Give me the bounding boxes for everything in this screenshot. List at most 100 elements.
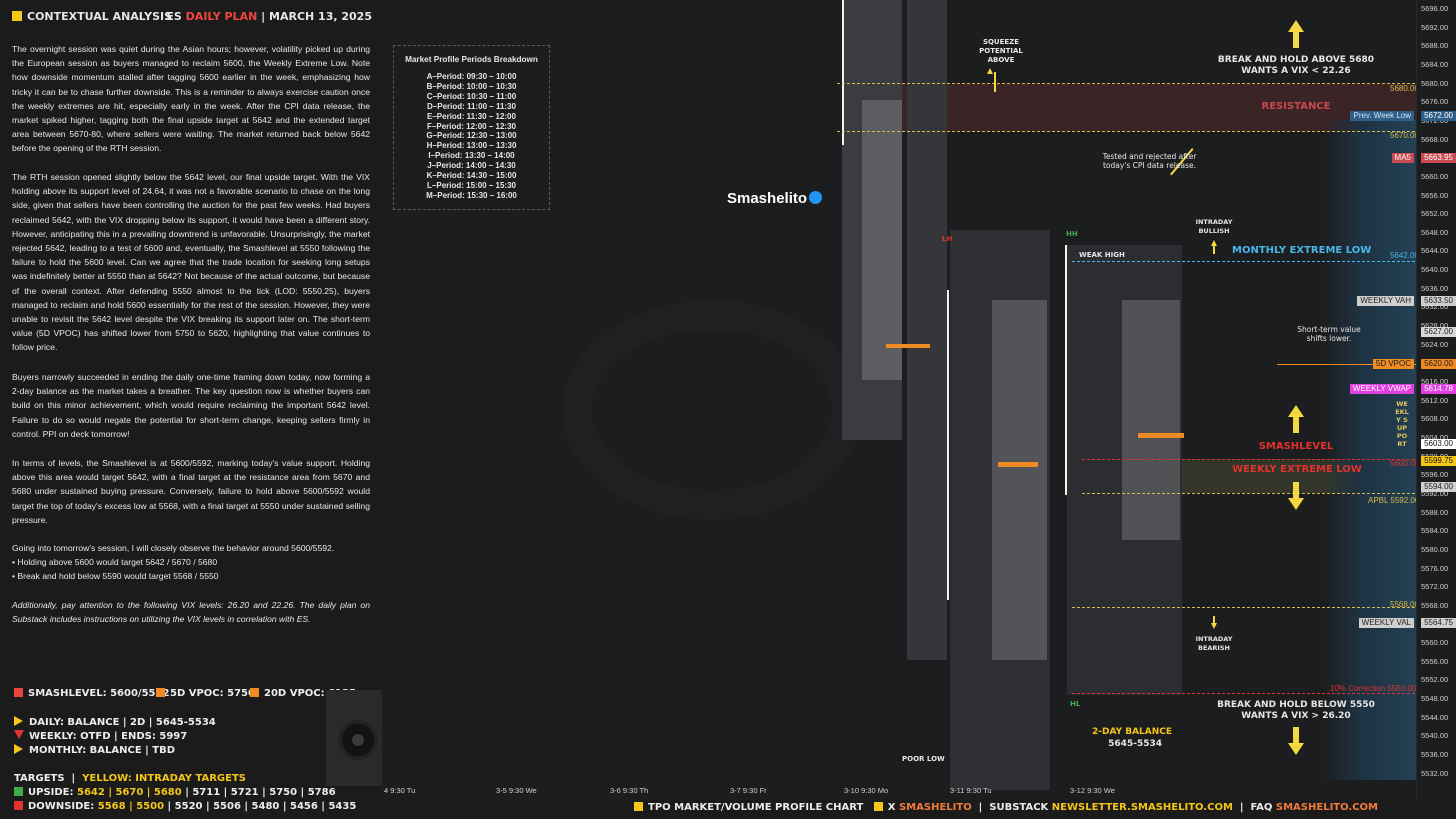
level-5680-line	[837, 83, 1420, 84]
vpoc-bar-day-1	[886, 344, 930, 348]
brand-watermark: Smashelito	[727, 190, 823, 207]
footer-newsletter-link[interactable]: NEWSLETTER.SMASHELITO.COM	[1051, 802, 1233, 813]
lh-label: LH	[942, 235, 953, 243]
panel-header: CONTEXTUAL ANALYSIS ES DAILY PLAN | MARC…	[12, 10, 372, 28]
price-5594-value: 5594.00	[1421, 482, 1456, 492]
plan-date: MARCH 13, 2025	[269, 10, 372, 23]
footer-substack-label: SUBSTACK	[989, 802, 1049, 813]
break-below-arrow-stem	[1293, 727, 1299, 743]
monthly-extreme-low-label: MONTHLY EXTREME LOW	[1232, 245, 1372, 256]
period-row: G–Period: 12:30 – 13:00	[426, 131, 517, 141]
level-5600-label: 5600.00	[1390, 459, 1419, 468]
price-tick: 5556.00	[1421, 656, 1449, 666]
vix-note: Additionally, pay attention to the follo…	[12, 600, 370, 625]
period-row: C–Period: 10:30 – 11:00	[426, 91, 517, 101]
price-tick: 5680.00	[1421, 78, 1449, 88]
footer-faq-link[interactable]: SMASHELITO.COM	[1275, 802, 1378, 813]
price-tick: 5552.00	[1421, 675, 1449, 685]
price-tick: 5580.00	[1421, 544, 1449, 554]
price-tick: 5640.00	[1421, 265, 1449, 275]
price-axis[interactable]: 5696.00 5692.00 5688.00 5684.00 5680.00 5676.…	[1416, 0, 1456, 800]
profile-day-1-hot	[862, 100, 902, 380]
footer-bar: TPO MARKET/VOLUME PROFILE CHART X SMASHE…	[382, 800, 1456, 819]
price-tick: 5676.00	[1421, 97, 1449, 107]
header-square-icon	[12, 11, 22, 21]
intraday-bullish-arrow-stem	[1213, 246, 1215, 254]
weekly-extreme-low-label: WEEKLY EXTREME LOW	[1232, 464, 1362, 475]
price-tick: 5648.00	[1421, 227, 1449, 237]
x-tick: 3-5 9:30 We	[496, 786, 537, 795]
legend-smashlevel: SMASHLEVEL: 5600/5592	[14, 688, 169, 699]
verified-badge-icon	[809, 191, 823, 204]
price-tick: 5692.00	[1421, 22, 1449, 32]
price-tick: 5576.00	[1421, 563, 1449, 573]
vpoc-bar-day-4	[1138, 433, 1184, 438]
paragraph-4: In terms of levels, the Smashlevel is at…	[12, 458, 370, 525]
hh-label: HH	[1066, 230, 1078, 238]
weekly-val-value: 5564.75	[1421, 618, 1456, 628]
smashlevel-down-arrow-icon	[1288, 498, 1304, 510]
plan-label: DAILY PLAN	[185, 10, 258, 23]
short-term-value-annotation: Short-term value shifts lower.	[1297, 325, 1361, 343]
price-tick: 5608.00	[1421, 414, 1449, 424]
x-tick: 3-10 9:30 Mo	[844, 786, 889, 795]
legend-monthly: MONTHLY: BALANCE | TBD	[14, 744, 175, 756]
session-divider	[842, 0, 844, 145]
price-tick: 5588.00	[1421, 507, 1449, 517]
resistance-label: RESISTANCE	[1261, 101, 1331, 112]
session-divider	[947, 290, 949, 600]
price-tick: 5668.00	[1421, 134, 1449, 144]
legend-5d-vpoc: 5D VPOC: 5750	[156, 688, 255, 699]
footer-x-link[interactable]: SMASHELITO	[898, 802, 972, 813]
profile-day-3-hot	[992, 300, 1047, 660]
paragraph-2: The RTH session opened slightly below th…	[12, 172, 370, 353]
two-day-balance-label: 2-DAY BALANCE	[1092, 727, 1173, 737]
price-tick: 5628.00	[1421, 321, 1449, 331]
level-5642-label: 5642.00	[1390, 251, 1419, 260]
vpoc5d-swatch	[156, 688, 165, 697]
footer-tpo-label: TPO MARKET/VOLUME PROFILE CHART	[648, 802, 864, 813]
tested-annotation: Tested and rejected after today's CPI da…	[1102, 152, 1197, 170]
price-tick: 5636.00	[1421, 283, 1449, 293]
price-tick: 5540.00	[1421, 731, 1449, 741]
period-row: I–Period: 13:30 – 14:00	[428, 151, 515, 161]
ma5-value: 5663.95	[1421, 153, 1456, 163]
price-tick: 5644.00	[1421, 246, 1449, 256]
period-row: B–Period: 10:00 – 10:30	[426, 81, 517, 91]
break-above-up-arrow-icon	[1288, 20, 1304, 32]
x-tick: 3-6 9:30 Th	[610, 786, 649, 795]
intraday-bullish-arrow-icon	[1211, 240, 1217, 246]
period-row: M–Period: 15:30 – 16:00	[426, 190, 517, 200]
vpoc-5d-value: 5620.00	[1421, 359, 1456, 369]
break-above-arrow-stem	[1293, 32, 1299, 48]
weekly-support-label: WEEKLY SUPPORT	[1395, 400, 1409, 448]
price-tick: 5652.00	[1421, 209, 1449, 219]
level-5670-label: 5670.00	[1390, 131, 1419, 140]
tpo-profiles	[842, 0, 1184, 790]
intraday-bearish-arrow-icon	[1211, 623, 1217, 629]
footer-square-icon	[634, 802, 643, 811]
break-below-annotation: BREAK AND HOLD BELOW 5550 WANTS A VIX > …	[1217, 700, 1375, 721]
price-tick: 5696.00	[1421, 4, 1449, 13]
vpoc-5d-line	[1277, 364, 1420, 365]
footer-links: TPO MARKET/VOLUME PROFILE CHART X SMASHE…	[634, 802, 1378, 813]
legend-20d-vpoc: 20D VPOC: 6135	[250, 688, 356, 699]
paragraph-5: Going into tomorrow's session, I will cl…	[12, 543, 335, 553]
header-separator: |	[261, 10, 266, 23]
paragraph-1: The overnight session was quiet during t…	[12, 44, 370, 154]
tpo-chart[interactable]: 5680.00 5670.00 5642.00 5600.00 APBL 559…	[382, 0, 1456, 800]
level-5680-label: 5680.00	[1390, 84, 1419, 93]
periods-breakdown-box: Market Profile Periods Breakdown A–Perio…	[393, 45, 550, 210]
analysis-panel: CONTEXTUAL ANALYSIS ES DAILY PLAN | MARC…	[0, 0, 382, 819]
price-tick: 5656.00	[1421, 190, 1449, 200]
weekly-vah-value: 5633.50	[1421, 296, 1456, 306]
weak-high-label: WEAK HIGH	[1079, 251, 1125, 259]
x-tick: 3-12 9:30 We	[1070, 786, 1115, 795]
targets-title: TARGETS | YELLOW: INTRADAY TARGETS	[14, 773, 246, 784]
footer-faq-label: FAQ	[1250, 802, 1273, 813]
squeeze-annotation: SQUEEZE POTENTIAL ABOVE	[979, 38, 1023, 64]
correction-label: 10% Correction 5550.00	[1330, 684, 1417, 693]
x-tick: 4 9:30 Tu	[384, 786, 416, 795]
period-row: H–Period: 13:00 – 13:30	[426, 141, 517, 151]
price-tick: 5624.00	[1421, 339, 1449, 349]
